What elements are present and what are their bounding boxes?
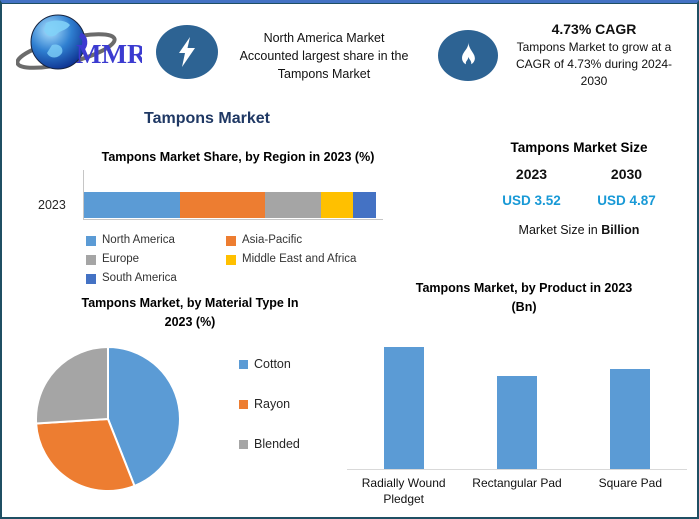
- legend-label: North America: [102, 234, 175, 246]
- bar-category-label: Rectangular Pad: [472, 476, 562, 490]
- legend-swatch-asia-pacific: [226, 235, 236, 246]
- bar-category-label: Square Pad: [598, 476, 663, 490]
- region-y-axis: [83, 170, 84, 220]
- region-stacked-bar: [84, 192, 377, 218]
- pie-slice-cotton: [107, 346, 181, 487]
- cagr-title: 4.73% CAGR: [551, 21, 637, 37]
- legend-item-north-america: North America: [86, 231, 226, 250]
- legend-swatch-europe: [86, 254, 96, 265]
- legend-item-rayon: Rayon: [239, 397, 300, 411]
- bar-rectangular-pad: [496, 376, 537, 469]
- legend-label: Europe: [102, 253, 140, 265]
- legend-item-europe: Europe: [86, 250, 226, 269]
- stack-segment-south-america: [352, 192, 377, 218]
- legend-item-south-america: South America: [86, 269, 226, 288]
- region-category-label: 2023: [38, 198, 66, 212]
- market-size-value-2023: USD 3.52: [502, 193, 561, 208]
- legend-label: Middle East and Africa: [242, 253, 357, 265]
- bar-radially-wound-pledget: [383, 347, 424, 469]
- legend-label: Cotton: [254, 357, 291, 371]
- bar-category-label: Radially Wound Pledget: [361, 476, 446, 507]
- lightning-badge: [156, 25, 218, 79]
- bar-column: [574, 323, 687, 469]
- fact-north-america-text: North America Market Accounted largest s…: [239, 31, 409, 82]
- pie-slice-blended: [35, 346, 109, 425]
- material-pie-chart: [35, 346, 181, 492]
- page-title: Tampons Market: [144, 110, 270, 127]
- bar-square-pad: [610, 369, 651, 469]
- market-size-caption-unit: Billion: [601, 223, 640, 237]
- legend-swatch-rayon: [239, 399, 248, 409]
- mmr-logo: MMR: [15, 11, 147, 77]
- legend-item-middle-east-africa: Middle East and Africa: [226, 250, 392, 269]
- market-size-values: USD 3.52 USD 4.87: [484, 193, 674, 208]
- legend-swatch-cotton: [239, 359, 248, 369]
- product-category-labels: Radially Wound Pledget Rectangular Pad Squ…: [347, 475, 687, 507]
- legend-item-cotton: Cotton: [239, 357, 300, 371]
- stack-segment-middle-east-and-africa: [320, 192, 353, 218]
- legend-label: Asia-Pacific: [242, 234, 303, 246]
- flame-icon: [462, 41, 475, 66]
- legend-swatch-middle-east-africa: [226, 254, 236, 265]
- lightning-icon: [179, 37, 195, 67]
- product-chart-title: Tampons Market, by Product in 2023 (Bn): [415, 281, 633, 315]
- globe-icon: MMR: [15, 14, 147, 70]
- market-size-value-2030: USD 4.87: [597, 193, 656, 208]
- region-legend: North America Asia-Pacific Europe Middle…: [86, 231, 396, 288]
- market-size-caption-text: Market Size in: [518, 223, 598, 237]
- region-chart-title: Tampons Market Share, by Region in 2023 …: [101, 150, 375, 164]
- legend-swatch-blended: [239, 439, 248, 449]
- material-legend: Cotton Rayon Blended: [239, 357, 300, 451]
- legend-label: South America: [102, 272, 177, 284]
- bar-column: [347, 323, 460, 469]
- market-size-years: 2023 2030: [484, 166, 674, 182]
- product-bar-plot: [347, 323, 687, 470]
- cagr-fact: 4.73% CAGR Tampons Market to grow at a C…: [498, 21, 690, 89]
- stack-segment-north-america: [84, 192, 181, 218]
- logo-text: MMR: [76, 39, 142, 69]
- legend-item-blended: Blended: [239, 437, 300, 451]
- flame-badge: [438, 30, 498, 81]
- market-size-caption: Market Size in Billion: [484, 223, 674, 237]
- legend-swatch-north-america: [86, 235, 96, 246]
- bar-column: [460, 323, 573, 469]
- legend-swatch-south-america: [86, 273, 96, 284]
- market-size-year-2030: 2030: [610, 166, 643, 182]
- legend-label: Blended: [254, 437, 300, 451]
- stack-segment-europe: [265, 192, 321, 218]
- legend-item-asia-pacific: Asia-Pacific: [226, 231, 392, 250]
- market-size-title: Tampons Market Size: [510, 140, 648, 155]
- legend-label: Rayon: [254, 397, 291, 411]
- region-x-axis: [83, 219, 383, 220]
- stack-segment-asia-pacific: [180, 192, 266, 218]
- market-size-panel: Tampons Market Size 2023 2030 USD 3.52 U…: [484, 140, 674, 237]
- market-size-year-2023: 2023: [515, 166, 548, 182]
- cagr-text: Tampons Market to grow at a CAGR of 4.73…: [515, 40, 673, 88]
- pie-slice-rayon: [35, 418, 136, 492]
- material-chart-title: Tampons Market, by Material Type In 2023…: [81, 296, 299, 330]
